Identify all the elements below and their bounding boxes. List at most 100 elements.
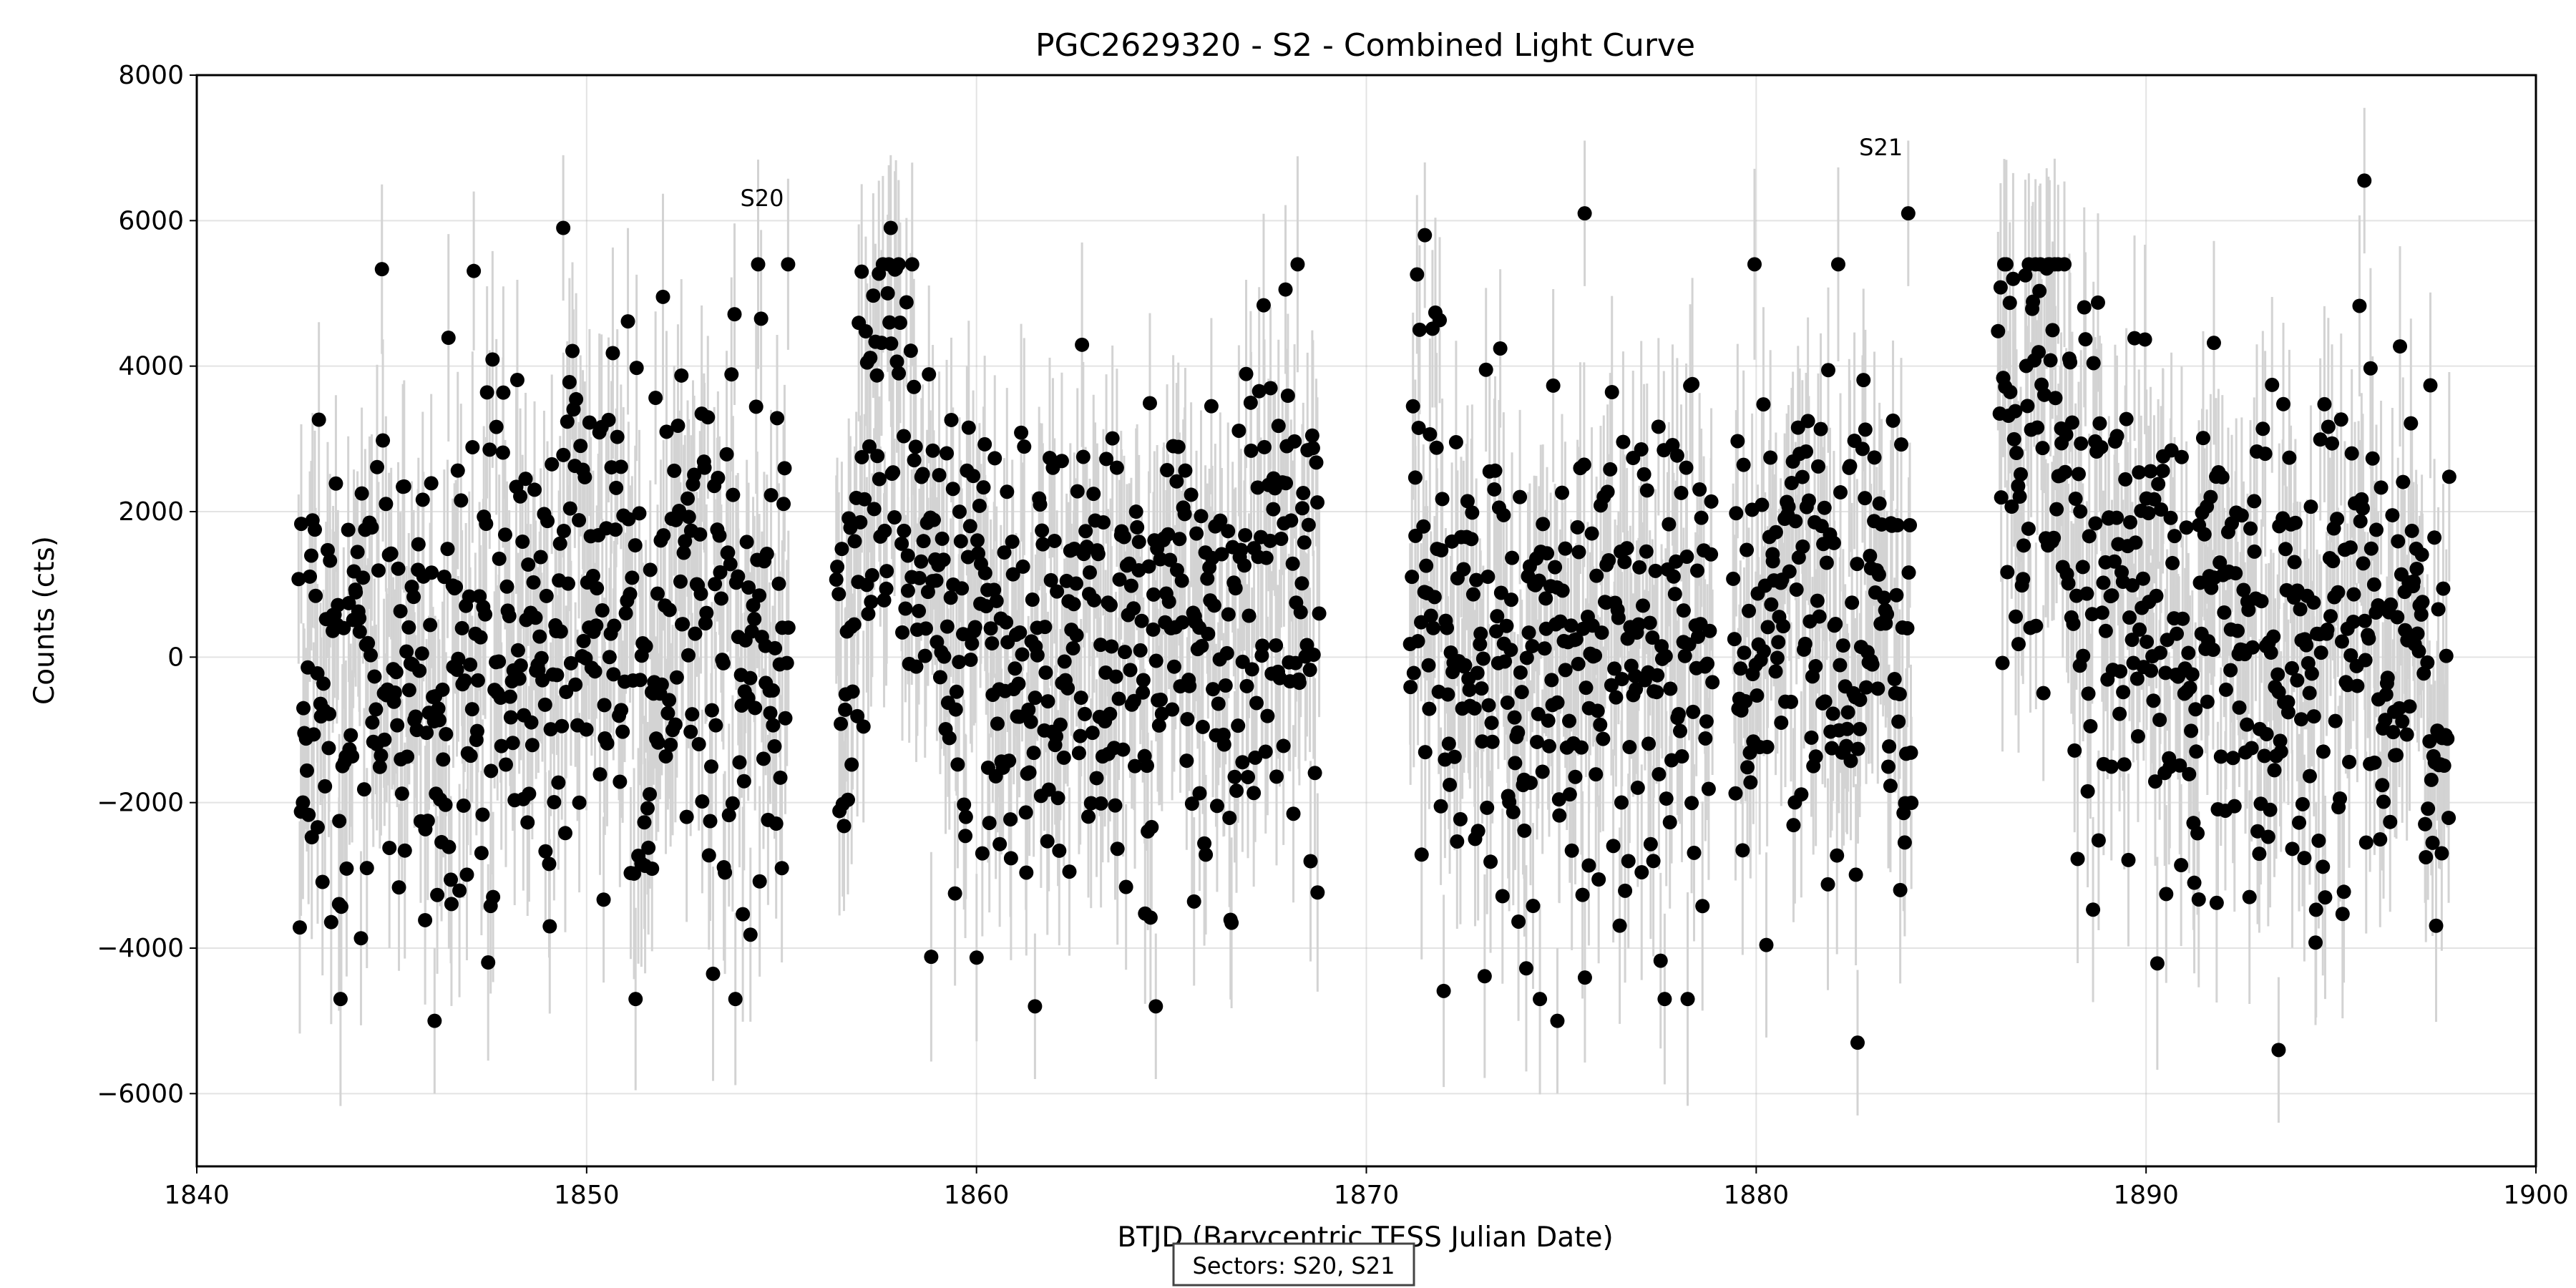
data-point bbox=[1054, 454, 1069, 469]
data-point bbox=[2206, 336, 2221, 351]
data-point bbox=[1594, 625, 1609, 640]
data-point bbox=[2244, 741, 2259, 756]
data-point bbox=[963, 653, 978, 668]
data-point bbox=[2016, 538, 2031, 553]
data-point bbox=[1853, 721, 1868, 736]
data-point bbox=[2188, 702, 2203, 717]
data-point bbox=[2009, 446, 2024, 461]
data-point bbox=[836, 819, 852, 834]
data-point bbox=[894, 536, 909, 551]
data-point bbox=[2436, 758, 2451, 774]
data-point bbox=[353, 931, 369, 946]
data-point bbox=[474, 846, 489, 861]
data-point bbox=[1593, 717, 1608, 732]
data-point bbox=[1182, 678, 1197, 693]
data-point bbox=[2109, 429, 2124, 444]
data-point bbox=[704, 703, 719, 718]
data-point bbox=[2373, 480, 2389, 495]
data-point bbox=[545, 457, 560, 472]
data-point bbox=[768, 640, 783, 655]
data-point bbox=[2342, 754, 2357, 769]
data-point bbox=[1422, 701, 1437, 716]
data-point bbox=[374, 748, 389, 763]
data-point bbox=[367, 669, 382, 684]
data-point bbox=[2316, 744, 2331, 759]
data-point bbox=[521, 557, 536, 572]
data-point bbox=[1750, 688, 1765, 703]
data-point bbox=[2079, 586, 2094, 601]
data-point bbox=[2071, 467, 2086, 482]
data-point bbox=[1507, 710, 1522, 725]
data-point bbox=[1199, 847, 1214, 862]
data-point bbox=[1568, 632, 1584, 647]
data-point bbox=[614, 703, 629, 718]
data-point bbox=[323, 553, 338, 568]
data-point bbox=[900, 548, 915, 563]
data-point bbox=[2225, 751, 2240, 766]
data-point bbox=[1219, 645, 1234, 660]
data-point bbox=[1085, 726, 1100, 741]
data-point bbox=[1186, 894, 1201, 909]
data-point bbox=[512, 671, 527, 686]
data-point bbox=[2086, 356, 2101, 371]
data-point bbox=[1701, 781, 1716, 796]
data-point bbox=[1763, 450, 1778, 465]
data-point bbox=[1794, 787, 1809, 802]
data-point bbox=[662, 693, 677, 708]
data-point bbox=[2179, 520, 2194, 535]
data-point bbox=[937, 649, 952, 664]
data-point bbox=[1309, 455, 1324, 470]
data-point bbox=[1747, 257, 1762, 272]
data-point bbox=[870, 449, 885, 464]
data-point bbox=[1110, 841, 1125, 857]
data-point bbox=[944, 412, 959, 427]
data-point bbox=[781, 620, 796, 635]
data-point bbox=[1812, 609, 1827, 624]
data-point bbox=[1488, 463, 1503, 478]
data-point bbox=[1743, 775, 1758, 790]
data-point bbox=[2004, 499, 2019, 514]
data-point bbox=[2215, 469, 2230, 484]
data-point bbox=[2402, 699, 2417, 714]
data-point bbox=[992, 836, 1008, 852]
data-point bbox=[469, 723, 484, 738]
data-point bbox=[1795, 539, 1810, 554]
data-point bbox=[1433, 313, 1448, 328]
data-point bbox=[1903, 517, 1918, 532]
data-point bbox=[1475, 651, 1491, 666]
data-point bbox=[1872, 496, 1887, 511]
data-point bbox=[1474, 681, 1489, 696]
data-point bbox=[999, 615, 1014, 630]
data-point bbox=[1056, 750, 1071, 765]
data-point bbox=[1194, 638, 1209, 653]
data-point bbox=[1243, 395, 1258, 410]
data-point bbox=[628, 992, 643, 1007]
data-point bbox=[393, 604, 408, 619]
data-point bbox=[975, 846, 990, 861]
data-point bbox=[724, 367, 739, 382]
data-point bbox=[1797, 636, 1813, 651]
data-point bbox=[486, 889, 501, 904]
data-point bbox=[1679, 460, 1694, 475]
data-point bbox=[540, 514, 555, 529]
data-point bbox=[2263, 802, 2278, 817]
data-point bbox=[935, 531, 950, 546]
data-point bbox=[648, 391, 663, 406]
data-point bbox=[867, 502, 882, 517]
data-point bbox=[1521, 625, 1536, 640]
data-point bbox=[2123, 514, 2138, 530]
data-point bbox=[1791, 550, 1806, 565]
data-point bbox=[1542, 738, 1557, 753]
data-point bbox=[1026, 746, 1041, 761]
data-point bbox=[2117, 757, 2132, 772]
data-point bbox=[440, 542, 455, 557]
data-point bbox=[2308, 935, 2323, 950]
data-point bbox=[2290, 673, 2305, 688]
data-point bbox=[989, 593, 1004, 608]
data-point bbox=[2304, 666, 2319, 681]
data-point bbox=[650, 586, 665, 601]
data-point bbox=[555, 718, 570, 733]
data-point bbox=[948, 702, 963, 717]
data-point bbox=[947, 886, 962, 901]
data-point bbox=[1144, 819, 1159, 834]
